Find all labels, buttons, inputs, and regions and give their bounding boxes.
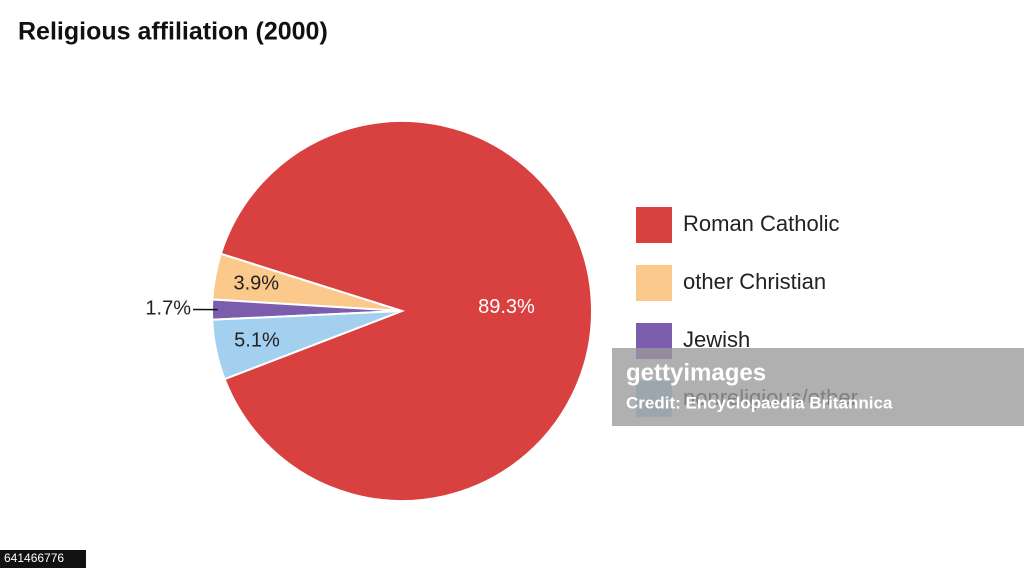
watermark-brand: gettyimages: [626, 359, 766, 386]
data-label: 89.3%: [478, 296, 535, 318]
pie: 89.3% 3.9% 1.7% 5.1%: [145, 120, 593, 502]
chart-title: Religious affiliation (2000): [18, 18, 328, 46]
legend-swatch: [636, 207, 672, 243]
image-id: 641466776: [4, 551, 64, 565]
watermark: gettyimages Credit: Encyclopaedia Britan…: [0, 348, 1024, 568]
image-id-box: [0, 550, 86, 568]
pie-slice: [219, 120, 593, 502]
legend-label: Roman Catholic: [683, 211, 840, 236]
data-label: 1.7%: [145, 298, 191, 320]
watermark-credit: Credit: Encyclopaedia Britannica: [626, 393, 893, 412]
pie-slice: [211, 310, 403, 381]
watermark-band: [612, 348, 1024, 426]
legend-label: other Christian: [683, 269, 826, 294]
legend-swatch: [636, 265, 672, 301]
data-label: 3.9%: [233, 272, 279, 294]
data-label: 5.1%: [234, 330, 280, 352]
legend-label: Jewish: [683, 327, 750, 352]
